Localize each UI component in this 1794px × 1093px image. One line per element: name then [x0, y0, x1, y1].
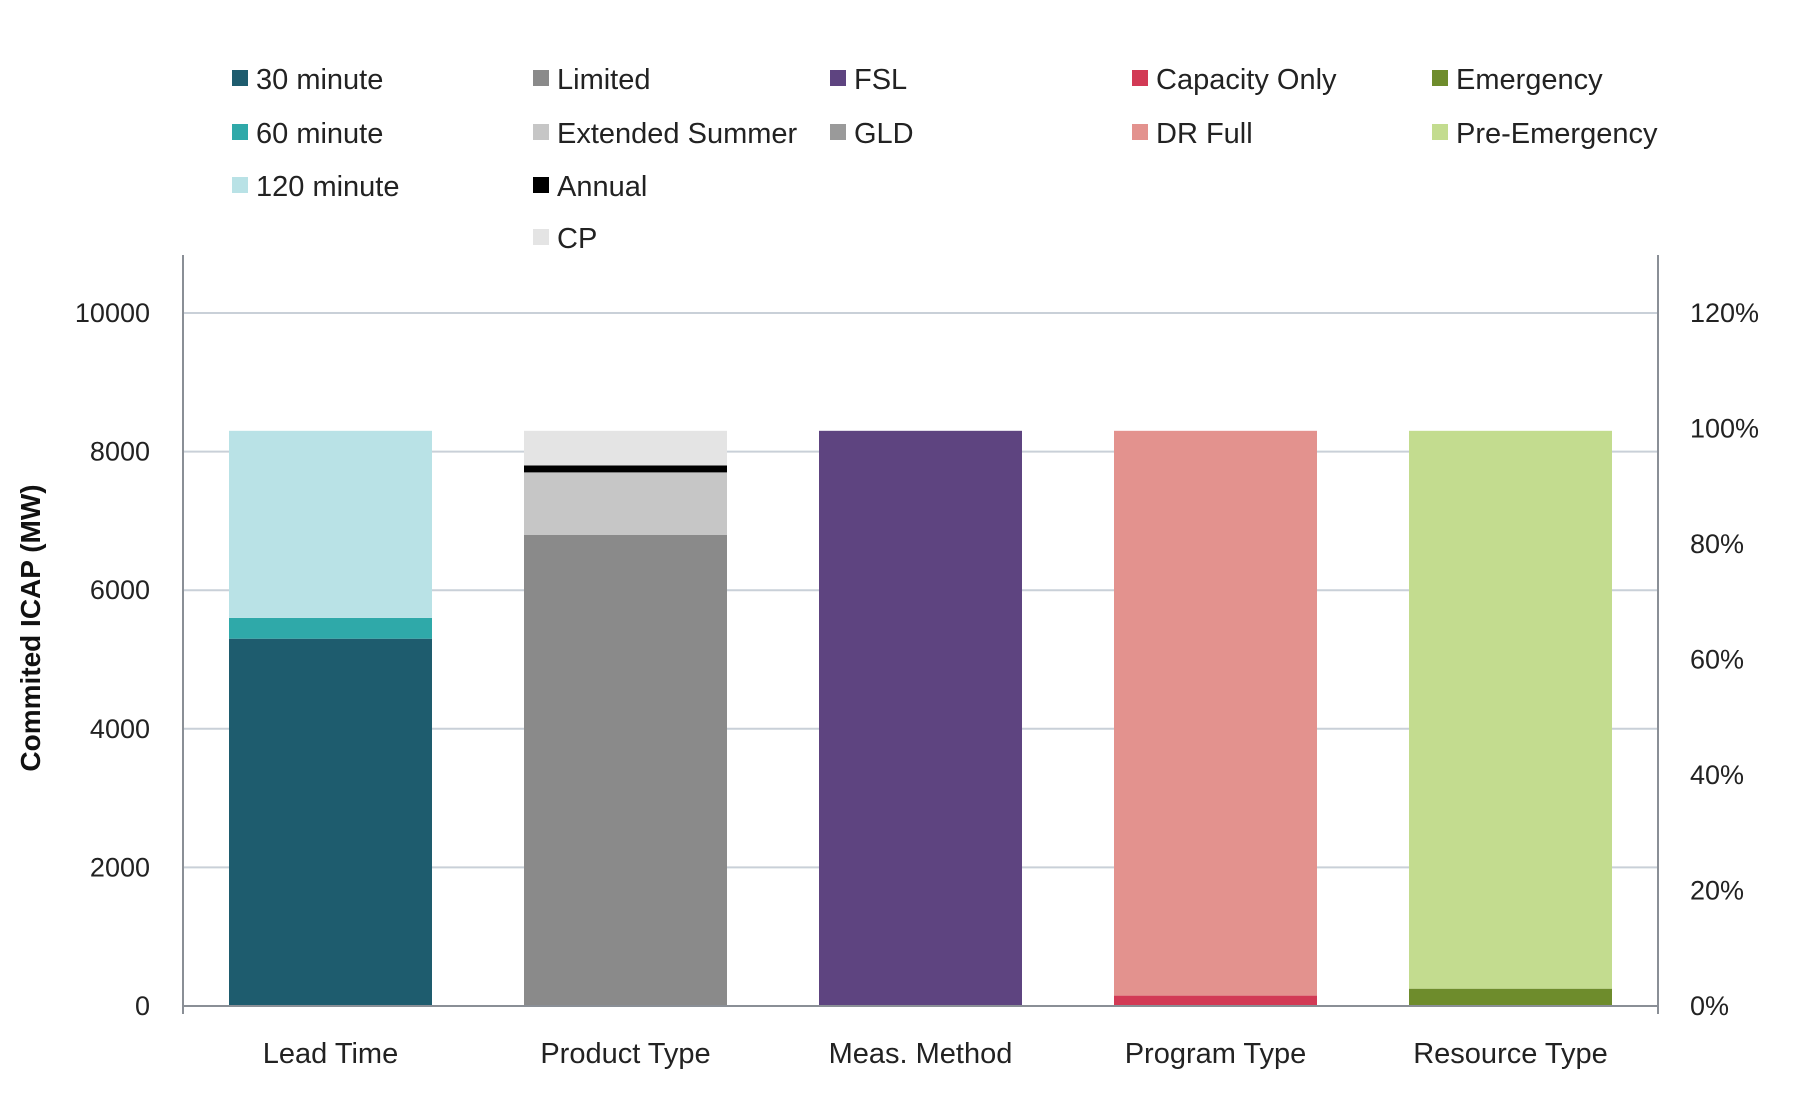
legend-swatch-cp — [533, 229, 549, 245]
bar-lead-time-120-minute — [229, 430, 432, 618]
bar-product-type-limited — [524, 534, 727, 1006]
y2-tick-label: 100% — [1690, 414, 1759, 444]
bar-meas-method-fsl — [819, 430, 1022, 1006]
legend-label-gld: GLD — [854, 118, 914, 150]
bar-product-type-cp — [524, 430, 727, 466]
legend-swatch-30-minute — [232, 70, 248, 86]
bar-product-type-extended-summer — [524, 472, 727, 535]
legend-label-limited: Limited — [557, 64, 651, 96]
legend-swatch-pre-emergency — [1432, 124, 1448, 140]
y-tick-label: 10000 — [75, 298, 150, 328]
legend-swatch-dr-full — [1132, 124, 1148, 140]
axes-layer: 0 2000 4000 6000 8000 10000 0% 20% 40% 60% 80% 100%… — [75, 255, 1759, 1070]
legend-label-pre-emergency: Pre-Emergency — [1456, 118, 1658, 150]
y-axis-label: Commited ICAP (MW) — [15, 484, 46, 771]
x-tick-label: Product Type — [540, 1038, 710, 1070]
x-tick-label: Resource Type — [1413, 1038, 1608, 1070]
bar-program-type-dr-full — [1114, 430, 1317, 996]
legend-label-dr-full: DR Full — [1156, 118, 1253, 150]
x-tick-label: Program Type — [1125, 1038, 1307, 1070]
legend-swatch-extended-summer — [533, 124, 549, 140]
y2-tick-label: 20% — [1690, 876, 1744, 906]
legend-label-60-minute: 60 minute — [256, 118, 383, 150]
legend-label-extended-summer: Extended Summer — [557, 118, 798, 150]
bar-program-type-capacity-only — [1114, 995, 1317, 1006]
x-tick-label: Lead Time — [263, 1038, 398, 1070]
bar-resource-type-pre-emergency — [1409, 430, 1612, 989]
legend-label-120-minute: 120 minute — [256, 171, 400, 203]
bar-product-type-annual — [524, 465, 727, 473]
y-tick-label: 0 — [135, 991, 150, 1021]
bar-resource-type-emergency — [1409, 988, 1612, 1006]
x-tick-label: Meas. Method — [829, 1038, 1013, 1070]
legend-label-annual: Annual — [557, 171, 647, 203]
legend: 30 minute 60 minute 120 minute Limited Exten… — [232, 64, 1658, 255]
legend-swatch-emergency — [1432, 70, 1448, 86]
legend-label-capacity-only: Capacity Only — [1156, 64, 1337, 96]
legend-label-cp: CP — [557, 223, 597, 255]
y2-tick-label: 60% — [1690, 645, 1744, 675]
y2-tick-label: 0% — [1690, 991, 1729, 1021]
legend-label-30-minute: 30 minute — [256, 64, 383, 96]
legend-swatch-annual — [533, 177, 549, 193]
bar-lead-time-60-minute — [229, 617, 432, 639]
y-tick-label: 6000 — [90, 575, 150, 605]
legend-swatch-60-minute — [232, 124, 248, 140]
y-tick-label: 8000 — [90, 437, 150, 467]
legend-swatch-120-minute — [232, 177, 248, 193]
legend-label-emergency: Emergency — [1456, 64, 1603, 96]
y-tick-label: 4000 — [90, 714, 150, 744]
y2-tick-label: 40% — [1690, 760, 1744, 790]
legend-label-fsl: FSL — [854, 64, 907, 96]
bar-lead-time-30-minute — [229, 638, 432, 1006]
y-tick-label: 2000 — [90, 852, 150, 882]
y2-tick-label: 80% — [1690, 529, 1744, 559]
legend-swatch-capacity-only — [1132, 70, 1148, 86]
legend-swatch-fsl — [830, 70, 846, 86]
y2-tick-label: 120% — [1690, 298, 1759, 328]
bars-layer — [229, 430, 1612, 1006]
legend-swatch-limited — [533, 70, 549, 86]
legend-swatch-gld — [830, 124, 846, 140]
